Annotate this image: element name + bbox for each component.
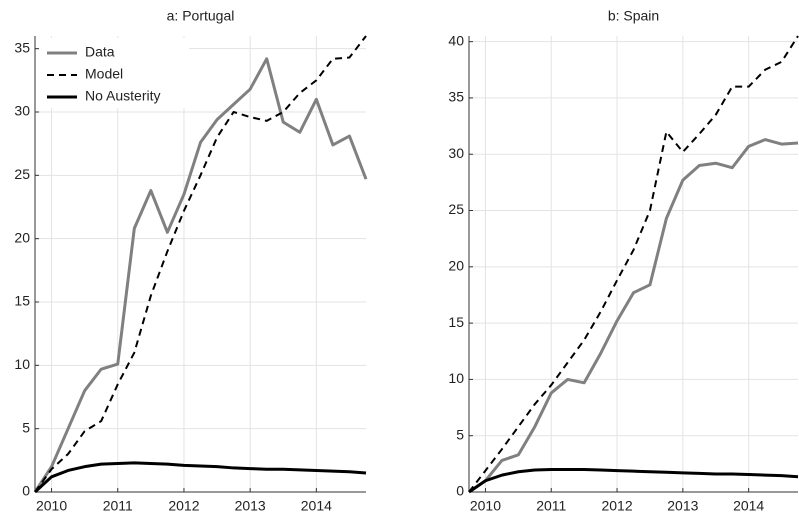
x-tick-label: 2011 — [536, 498, 566, 514]
y-tick-label: 20 — [448, 258, 464, 274]
legend-label: No Austerity — [85, 88, 160, 104]
y-tick-label: 25 — [448, 201, 464, 217]
x-tick-label: 2012 — [168, 498, 199, 514]
series-line — [468, 138, 799, 494]
legend-label: Model — [85, 66, 123, 82]
y-tick-label: 0 — [456, 483, 464, 499]
chart-title: a: Portugal — [167, 8, 235, 24]
y-tick-label: 35 — [14, 39, 30, 55]
y-tick-label: 30 — [448, 145, 464, 161]
x-tick-label: 2014 — [301, 498, 332, 514]
x-tick-label: 2012 — [601, 498, 632, 514]
series-line — [468, 467, 799, 494]
series-line — [468, 35, 799, 493]
legend-label: Data — [85, 44, 115, 60]
x-tick-label: 2011 — [103, 498, 133, 514]
series-line — [33, 461, 367, 494]
y-tick-label: 40 — [448, 32, 464, 48]
series-line — [33, 57, 368, 493]
x-tick-label: 2014 — [733, 498, 764, 514]
y-tick-label: 15 — [448, 314, 464, 330]
y-tick-label: 20 — [14, 229, 30, 245]
y-tick-label: 30 — [14, 103, 30, 119]
y-tick-label: 10 — [448, 370, 464, 386]
chart-title: b: Spain — [608, 8, 659, 24]
y-tick-label: 5 — [22, 419, 30, 435]
y-tick-label: 5 — [456, 426, 464, 442]
x-tick-label: 2013 — [235, 498, 266, 514]
y-tick-label: 0 — [22, 483, 30, 499]
x-tick-label: 2013 — [667, 498, 698, 514]
x-tick-label: 2010 — [36, 498, 67, 514]
x-tick-label: 2010 — [470, 498, 501, 514]
y-tick-label: 35 — [448, 89, 464, 105]
y-tick-label: 15 — [14, 293, 30, 309]
y-tick-label: 25 — [14, 166, 30, 182]
series-line — [34, 35, 367, 493]
y-tick-label: 10 — [14, 356, 30, 372]
